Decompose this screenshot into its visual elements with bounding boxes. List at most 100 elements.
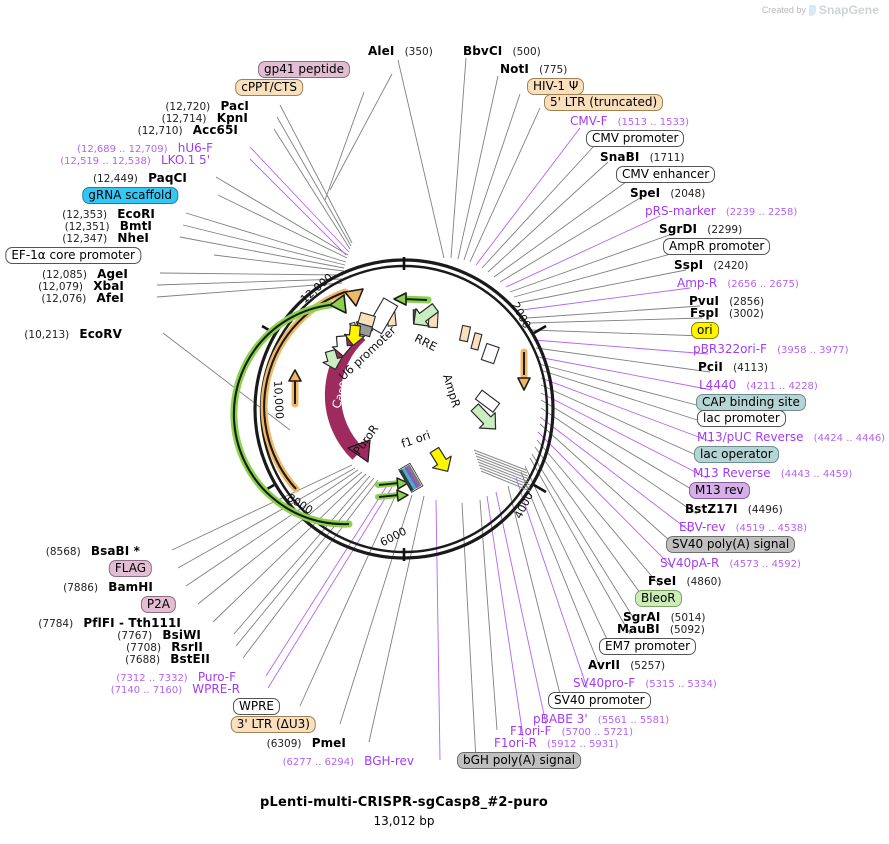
annotation-lac-operator[interactable]: lac operator bbox=[694, 445, 779, 463]
annotation-bleor[interactable]: BleoR bbox=[635, 589, 682, 607]
annotation-gp41-peptide[interactable]: gp41 peptide bbox=[258, 60, 350, 78]
annotation-pvui[interactable]: PvuI (2856) bbox=[689, 292, 764, 308]
annotation-em7-promoter[interactable]: EM7 promoter bbox=[599, 637, 697, 655]
annotation-xbai[interactable]: (12,079) XbaI bbox=[38, 277, 124, 293]
feature-chip-wpre[interactable]: WPRE bbox=[232, 698, 280, 715]
annotation-bamhi[interactable]: (7886) BamHI bbox=[63, 578, 153, 594]
annotation-lko1-5[interactable]: (12,519 .. 12,538) LKO.1 5' bbox=[60, 151, 210, 167]
annotation-3-ltr[interactable]: 3' LTR (ΔU3) bbox=[230, 715, 316, 733]
annotation-maubi[interactable]: MauBI (5092) bbox=[617, 620, 705, 636]
annotation-paci[interactable]: (12,720) PacI bbox=[165, 97, 249, 113]
annotation-prs-marker[interactable]: pRS-marker (2239 .. 2258) bbox=[645, 202, 797, 218]
annotation-hu6-f[interactable]: (12,689 .. 12,709) hU6-F bbox=[77, 139, 213, 155]
annotation-snabi[interactable]: SnaBI (1711) bbox=[600, 148, 685, 164]
position-pbr322ori-f: (3958 .. 3977) bbox=[777, 345, 849, 356]
annotation-ecorv[interactable]: (10,213) EcoRV bbox=[24, 325, 122, 341]
annotation-fspi[interactable]: FspI (3002) bbox=[690, 304, 764, 320]
feature-chip-grna-scaffold[interactable]: gRNA scaffold bbox=[82, 187, 178, 204]
annotation-5-ltr-truncated[interactable]: 5' LTR (truncated) bbox=[544, 93, 664, 111]
feature-chip-sv40-polya-signal[interactable]: SV40 poly(A) signal bbox=[666, 536, 796, 553]
feature-chip-cmv-enhancer[interactable]: CMV enhancer bbox=[616, 166, 716, 183]
feature-chip-cppt-cts[interactable]: cPPT/CTS bbox=[235, 79, 303, 96]
annotation-p2a[interactable]: P2A bbox=[140, 595, 176, 613]
annotation-rsrii[interactable]: (7708) RsrII bbox=[126, 638, 203, 654]
annotation-amp-r[interactable]: Amp-R (2656 .. 2675) bbox=[677, 274, 799, 290]
annotation-m13-reverse[interactable]: M13 Reverse (4443 .. 4459) bbox=[693, 464, 852, 480]
annotation-bgh-rev[interactable]: (6277 .. 6294) BGH-rev bbox=[283, 752, 414, 768]
annotation-nhei[interactable]: (12,347) NheI bbox=[62, 229, 149, 245]
annotation-afei[interactable]: (12,076) AfeI bbox=[41, 289, 124, 305]
feature-chip-flag[interactable]: FLAG bbox=[108, 560, 152, 577]
annotation-alei[interactable]: AleI (350) bbox=[368, 42, 433, 58]
annotation-pbabe-3[interactable]: pBABE 3' (5561 .. 5581) bbox=[533, 710, 669, 726]
annotation-acc65i[interactable]: (12,710) Acc65I bbox=[138, 121, 238, 137]
annotation-noti[interactable]: NotI (775) bbox=[500, 60, 567, 76]
feature-chip-lac-promoter[interactable]: lac promoter bbox=[697, 410, 786, 427]
annotation-agei[interactable]: (12,085) AgeI bbox=[42, 265, 128, 281]
annotation-puro-f[interactable]: (7312 .. 7332) Puro-F bbox=[116, 668, 236, 684]
annotation-sv40-promoter[interactable]: SV40 promoter bbox=[548, 691, 651, 709]
feature-chip-gp41-peptide[interactable]: gp41 peptide bbox=[258, 61, 350, 78]
feature-chip-5-ltr-truncated[interactable]: 5' LTR (truncated) bbox=[544, 94, 664, 111]
annotation-sv40pa-r[interactable]: SV40pA-R (4573 .. 4592) bbox=[660, 554, 801, 570]
annotation-cmv-enhancer[interactable]: CMV enhancer bbox=[616, 165, 716, 183]
annotation-ef1a-core-promoter[interactable]: EF-1α core promoter bbox=[5, 246, 141, 264]
name-noti: NotI bbox=[500, 62, 529, 76]
annotation-bgh-polya-signal[interactable]: bGH poly(A) signal bbox=[457, 751, 582, 769]
annotation-pflfi-tth111i[interactable]: (7784) PflFI - Tth111I bbox=[38, 614, 181, 630]
annotation-cmv-promoter[interactable]: CMV promoter bbox=[586, 129, 685, 147]
position-paci: (12,720) bbox=[165, 101, 211, 113]
annotation-spei[interactable]: SpeI (2048) bbox=[630, 184, 705, 200]
feature-chip-ori[interactable]: ori bbox=[691, 322, 719, 339]
feature-chip-ef1a-core-promoter[interactable]: EF-1α core promoter bbox=[5, 247, 141, 264]
annotation-m13puc-reverse[interactable]: M13/pUC Reverse (4424 .. 4446) bbox=[697, 428, 885, 444]
annotation-wpre[interactable]: WPRE bbox=[232, 697, 280, 715]
feature-chip-sv40-promoter[interactable]: SV40 promoter bbox=[548, 692, 651, 709]
annotation-m13-rev[interactable]: M13 rev bbox=[689, 481, 750, 499]
annotation-hiv1-psi[interactable]: HIV-1 Ψ bbox=[527, 77, 585, 95]
name-pcii: PciI bbox=[698, 360, 723, 374]
annotation-l4440[interactable]: L4440 (4211 .. 4228) bbox=[699, 376, 818, 392]
feature-chip-ampr-promoter[interactable]: AmpR promoter bbox=[663, 238, 771, 255]
annotation-pbr322ori-f[interactable]: pBR322ori-F (3958 .. 3977) bbox=[693, 340, 849, 356]
annotation-cppt-cts[interactable]: cPPT/CTS bbox=[235, 78, 303, 96]
feature-chip-cmv-promoter[interactable]: CMV promoter bbox=[586, 130, 685, 147]
annotation-bstz17i[interactable]: BstZ17I (4496) bbox=[685, 500, 783, 516]
feature-chip-hiv1-psi[interactable]: HIV-1 Ψ bbox=[527, 78, 585, 95]
annotation-f1ori-r[interactable]: F1ori-R (5912 .. 5931) bbox=[494, 734, 618, 750]
annotation-bbvci[interactable]: BbvCI (500) bbox=[463, 42, 541, 58]
annotation-pmei[interactable]: (6309) PmeI bbox=[267, 734, 346, 750]
annotation-sspi[interactable]: SspI (2420) bbox=[674, 256, 748, 272]
annotation-bsiwi[interactable]: (7767) BsiWI bbox=[117, 626, 201, 642]
annotation-cmv-f[interactable]: CMV-F (1513 .. 1533) bbox=[570, 112, 689, 128]
annotation-fsei[interactable]: FseI (4860) bbox=[648, 572, 721, 588]
annotation-sgrai[interactable]: SgrAI (5014) bbox=[623, 608, 706, 624]
annotation-avrii[interactable]: AvrII (5257) bbox=[588, 656, 665, 672]
plasmid-length: 13,012 bp bbox=[373, 814, 435, 828]
feature-chip-3-ltr[interactable]: 3' LTR (ΔU3) bbox=[230, 716, 316, 733]
annotation-sv40pro-f[interactable]: SV40pro-F (5315 .. 5334) bbox=[573, 674, 717, 690]
annotation-bmti[interactable]: (12,351) BmtI bbox=[65, 217, 152, 233]
annotation-ori[interactable]: ori bbox=[691, 321, 719, 339]
annotation-kpni[interactable]: (12,714) KpnI bbox=[162, 109, 248, 125]
feature-chip-m13-rev[interactable]: M13 rev bbox=[689, 482, 750, 499]
annotation-sgrdi[interactable]: SgrDI (2299) bbox=[659, 220, 742, 236]
annotation-f1ori-f[interactable]: F1ori-F (5700 .. 5721) bbox=[510, 722, 633, 738]
feature-chip-em7-promoter[interactable]: EM7 promoter bbox=[599, 638, 697, 655]
annotation-ebv-rev[interactable]: EBV-rev (4519 .. 4538) bbox=[679, 518, 807, 534]
annotation-paqci[interactable]: (12,449) PaqCI bbox=[93, 169, 187, 185]
feature-chip-p2a[interactable]: P2A bbox=[140, 596, 176, 613]
annotation-sv40-polya-signal[interactable]: SV40 poly(A) signal bbox=[666, 535, 796, 553]
feature-chip-lac-operator[interactable]: lac operator bbox=[694, 446, 779, 463]
feature-chip-bleor[interactable]: BleoR bbox=[635, 590, 682, 607]
feature-chip-bgh-polya-signal[interactable]: bGH poly(A) signal bbox=[457, 752, 582, 769]
annotation-ecori[interactable]: (12,353) EcoRI bbox=[62, 205, 155, 221]
annotation-lac-promoter[interactable]: lac promoter bbox=[697, 409, 786, 427]
annotation-grna-scaffold[interactable]: gRNA scaffold bbox=[82, 186, 178, 204]
annotation-bsabi[interactable]: (8568) BsaBI * bbox=[46, 542, 140, 558]
annotation-flag[interactable]: FLAG bbox=[108, 559, 152, 577]
annotation-pcii[interactable]: PciI (4113) bbox=[698, 358, 768, 374]
annotation-wpre-r[interactable]: (7140 .. 7160) WPRE-R bbox=[111, 680, 240, 696]
annotation-ampr-promoter[interactable]: AmpR promoter bbox=[663, 237, 771, 255]
annotation-bstefi[interactable]: (7688) BstEII bbox=[125, 650, 210, 666]
